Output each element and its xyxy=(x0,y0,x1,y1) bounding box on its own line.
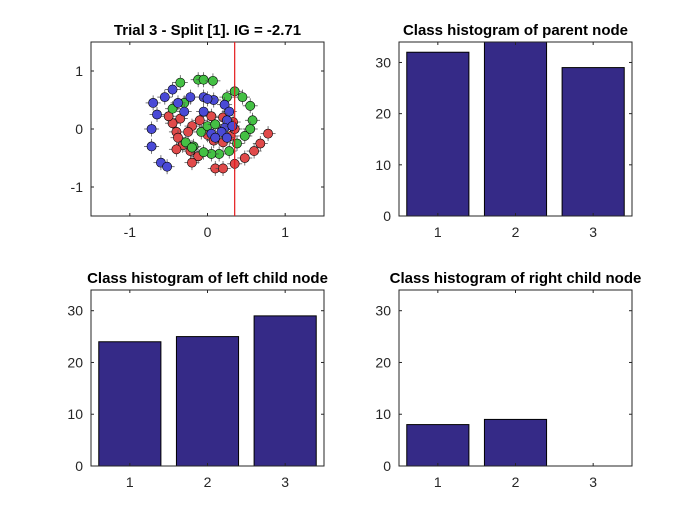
x-tick-label: -1 xyxy=(124,224,137,240)
data-point xyxy=(187,157,197,168)
data-point xyxy=(187,142,197,153)
x-tick-label: 1 xyxy=(434,474,442,490)
data-point xyxy=(222,132,232,143)
data-point xyxy=(232,138,242,149)
data-point xyxy=(159,92,170,102)
data-point xyxy=(173,132,183,143)
y-tick-label: 0 xyxy=(383,208,391,224)
x-tick-label: 1 xyxy=(126,474,134,490)
y-tick-label: 0 xyxy=(383,458,391,474)
data-point xyxy=(237,92,248,102)
data-point xyxy=(210,119,221,130)
bar-3 xyxy=(253,315,317,467)
data-point xyxy=(224,106,235,117)
data-point xyxy=(194,115,205,126)
y-tick-label: -1 xyxy=(71,179,84,195)
y-tick-label: 10 xyxy=(375,157,391,173)
chart-title: Class histogram of left child node xyxy=(87,270,328,287)
data-point xyxy=(185,92,196,102)
chart-title: Class histogram of parent node xyxy=(403,22,628,39)
data-point xyxy=(247,115,258,126)
x-tick-label: 2 xyxy=(512,474,520,490)
axes-border xyxy=(398,41,633,217)
y-tick-label: 30 xyxy=(375,303,391,319)
x-tick-label: 1 xyxy=(281,224,289,240)
bar-1 xyxy=(98,341,162,467)
y-tick-label: 10 xyxy=(375,406,391,422)
data-point xyxy=(227,121,238,131)
bar-2 xyxy=(175,336,240,467)
data-point xyxy=(146,124,157,134)
x-tick-label: 3 xyxy=(589,474,597,490)
data-point xyxy=(239,131,250,141)
subplot-1: Trial 3 - Split [1]. IG = -2.71 -1 0 1 -1 0 1 xyxy=(71,22,325,240)
data-point xyxy=(245,100,256,111)
axes-border xyxy=(398,289,633,467)
y-tick-label: 30 xyxy=(375,54,391,70)
y-tick-label: 0 xyxy=(75,121,83,137)
bar-1 xyxy=(406,424,470,467)
data-point xyxy=(198,147,209,158)
data-point xyxy=(206,111,217,122)
x-tick-label: 2 xyxy=(204,474,212,490)
data-point xyxy=(183,126,193,137)
chart-title: Trial 3 - Split [1]. IG = -2.71 xyxy=(114,22,301,39)
data-point xyxy=(239,153,250,163)
data-point xyxy=(208,75,218,86)
bar-2 xyxy=(483,41,548,217)
y-tick-label: 30 xyxy=(67,303,83,319)
axes-border xyxy=(90,289,325,467)
data-point xyxy=(198,74,209,85)
data-point xyxy=(171,144,182,155)
y-tick-label: 20 xyxy=(67,354,83,370)
data-point xyxy=(167,84,178,95)
data-point xyxy=(218,163,228,174)
data-point xyxy=(255,138,266,149)
bar-2 xyxy=(483,418,548,467)
data-point xyxy=(245,124,256,134)
data-point xyxy=(146,141,157,152)
y-tick-label: 20 xyxy=(375,354,391,370)
y-tick-label: 20 xyxy=(375,106,391,122)
bar-1 xyxy=(406,51,470,217)
data-point xyxy=(148,98,159,108)
y-tick-label: 1 xyxy=(75,63,83,79)
data-point xyxy=(173,98,183,108)
x-tick-label: 3 xyxy=(281,474,289,490)
data-point xyxy=(152,109,162,120)
data-point xyxy=(162,161,173,172)
data-point xyxy=(196,126,207,137)
data-point xyxy=(224,146,235,156)
y-tick-label: 10 xyxy=(67,406,83,422)
data-point xyxy=(263,128,273,139)
y-tick-label: 0 xyxy=(75,458,83,474)
chart-title: Class histogram of right child node xyxy=(390,270,642,287)
series-3 xyxy=(144,82,240,175)
bar-3 xyxy=(561,67,625,217)
data-point xyxy=(198,106,209,117)
x-tick-label: 1 xyxy=(434,224,442,240)
x-tick-label: 3 xyxy=(589,224,597,240)
x-tick-label: 2 xyxy=(512,224,520,240)
data-point xyxy=(202,93,213,104)
data-point xyxy=(210,132,221,143)
data-point xyxy=(249,146,259,156)
x-tick-label: 0 xyxy=(204,224,212,240)
data-point xyxy=(175,77,186,88)
data-point xyxy=(179,106,190,117)
